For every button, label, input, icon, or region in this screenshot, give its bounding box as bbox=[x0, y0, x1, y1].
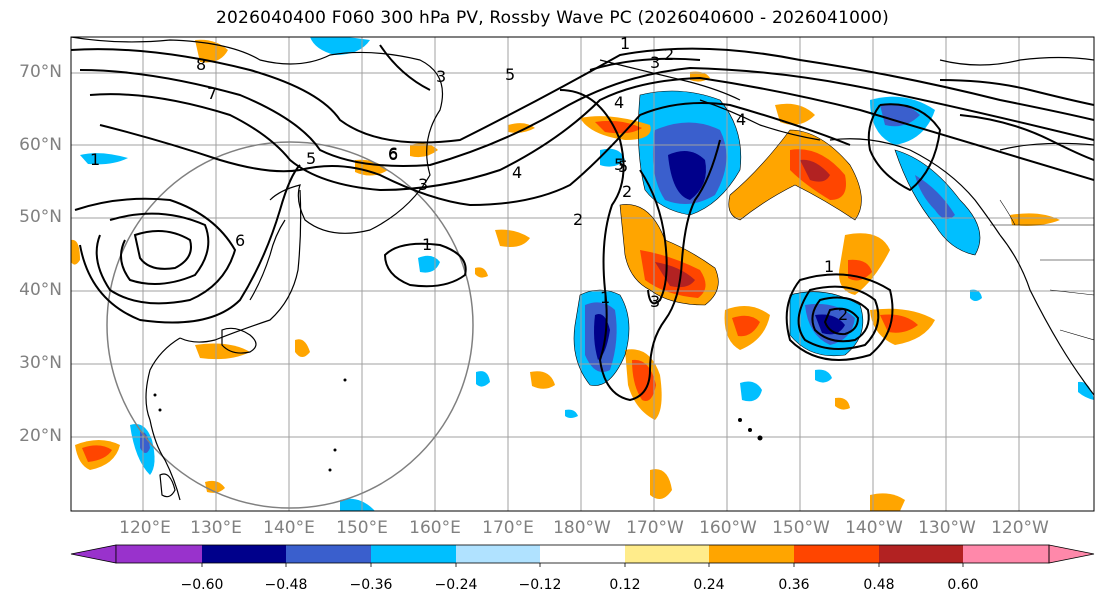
colorbar bbox=[70, 544, 1095, 567]
pv-contours bbox=[71, 44, 1094, 402]
contour-label: 7 bbox=[207, 84, 217, 103]
colorbar-tick: −0.60 bbox=[180, 577, 224, 593]
colorbar-tick: −0.36 bbox=[349, 577, 393, 593]
colorbar-tick: −0.48 bbox=[264, 577, 308, 593]
contour-label: 3 bbox=[436, 67, 446, 86]
cb-swatch-8 bbox=[709, 545, 794, 563]
contour-label: 5 bbox=[614, 155, 624, 174]
colorbar-extend-low bbox=[70, 544, 117, 564]
colorbar-tick: −0.12 bbox=[518, 577, 562, 593]
cb-swatch-2 bbox=[202, 545, 286, 563]
colorbar-tick: 0.48 bbox=[863, 577, 895, 593]
cb-swatch-9 bbox=[794, 545, 879, 563]
colorbar-extend-high bbox=[1048, 544, 1095, 564]
lon-label: 180°W bbox=[553, 518, 611, 538]
cb-swatch-6 bbox=[540, 545, 625, 563]
cb-swatch-11 bbox=[963, 545, 1049, 563]
lat-label: 50°N bbox=[19, 207, 62, 227]
lon-label: 120°W bbox=[991, 518, 1049, 538]
contour-label: 1 bbox=[824, 257, 834, 276]
lon-label: 160°E bbox=[409, 518, 461, 538]
contour-label: 6 bbox=[388, 145, 398, 164]
islands bbox=[153, 378, 763, 472]
colorbar-tick: 0.60 bbox=[947, 577, 979, 593]
cb-swatch-1 bbox=[116, 545, 202, 563]
map-content bbox=[71, 37, 1094, 511]
lon-label: 170°E bbox=[482, 518, 534, 538]
contour-label: 5 bbox=[306, 149, 316, 168]
contour-label: 6 bbox=[388, 144, 398, 163]
colorbar-tick: 0.12 bbox=[609, 577, 641, 593]
cb-swatch-10 bbox=[879, 545, 963, 563]
contour-label: 3 bbox=[650, 53, 660, 72]
coastlines bbox=[71, 37, 1094, 501]
contour-label: 2 bbox=[664, 45, 674, 64]
lon-label: 130°W bbox=[918, 518, 976, 538]
lon-label: 120°E bbox=[119, 518, 171, 538]
region-circle bbox=[106, 141, 474, 509]
contour-label: 2 bbox=[838, 305, 848, 324]
map-title: 2026040400 F060 300 hPa PV, Rossby Wave … bbox=[216, 8, 889, 28]
lon-label: 130°E bbox=[190, 518, 242, 538]
cb-swatch-5 bbox=[456, 545, 540, 563]
contour-label: 1 bbox=[90, 150, 100, 169]
cb-swatch-3 bbox=[286, 545, 371, 563]
contour-label: 3 bbox=[418, 175, 428, 194]
contour-label: 8 bbox=[196, 55, 206, 74]
contour-label: 2 bbox=[622, 182, 632, 201]
contour-label: 1 bbox=[600, 288, 610, 307]
contour-label: 2 bbox=[573, 210, 583, 229]
contour-label: 1 bbox=[620, 34, 630, 53]
contour-label: 4 bbox=[736, 110, 746, 129]
map-frame bbox=[70, 36, 1095, 512]
cb-swatch-7 bbox=[625, 545, 709, 563]
lon-label: 140°E bbox=[263, 518, 315, 538]
lat-label: 60°N bbox=[19, 135, 62, 155]
contour-label: 4 bbox=[512, 163, 522, 182]
colorbar-tick: −0.24 bbox=[434, 577, 478, 593]
contour-label: 6 bbox=[235, 231, 245, 250]
contour-label: 1 bbox=[422, 235, 432, 254]
lat-label: 30°N bbox=[19, 353, 62, 373]
cb-swatch-4 bbox=[371, 545, 456, 563]
lat-label: 20°N bbox=[19, 426, 62, 446]
lat-label: 70°N bbox=[19, 62, 62, 82]
pv-anomaly-shading bbox=[71, 37, 1094, 511]
lat-label: 40°N bbox=[19, 280, 62, 300]
lon-label: 160°W bbox=[699, 518, 757, 538]
colorbar-tick: 0.36 bbox=[778, 577, 810, 593]
contour-label: 5 bbox=[505, 65, 515, 84]
contour-label: 3 bbox=[650, 292, 660, 311]
graticule bbox=[71, 37, 1094, 511]
lon-label: 170°W bbox=[626, 518, 684, 538]
contour-label: 4 bbox=[614, 93, 624, 112]
contour-label: 5 bbox=[618, 157, 628, 176]
lon-label: 140°W bbox=[845, 518, 903, 538]
contour-labels: 1 2 3 4 5 6 7 8 1 2 3 4 5 6 5 4 3 2 1 1 … bbox=[90, 34, 848, 324]
borders bbox=[990, 145, 1094, 341]
lon-label: 150°E bbox=[336, 518, 388, 538]
colorbar-tick: 0.24 bbox=[693, 577, 725, 593]
lon-label: 150°W bbox=[772, 518, 830, 538]
